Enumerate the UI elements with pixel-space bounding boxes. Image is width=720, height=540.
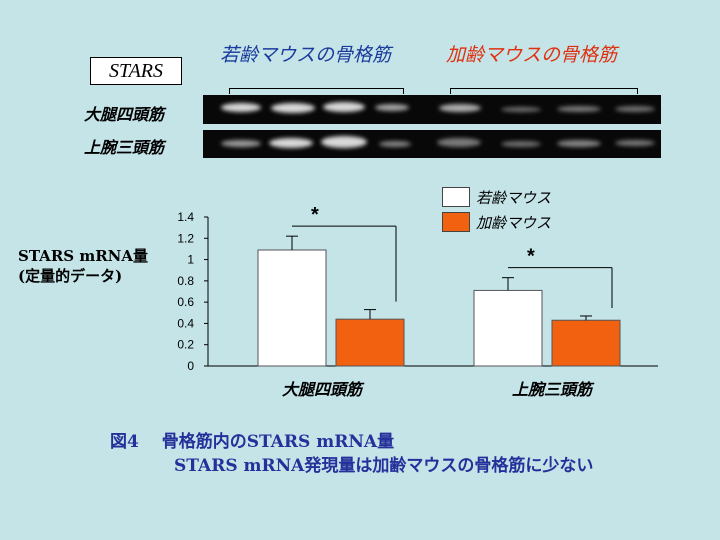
y-tick-label-5: 1 (187, 253, 194, 267)
stars-label-box: STARS (90, 57, 182, 85)
blot-row-label-quadriceps: 大腿四頭筋 (84, 105, 165, 124)
y-axis-label-line2: (定量的データ) (18, 267, 123, 285)
blot-image-triceps (203, 130, 661, 158)
blot-image-quadriceps (203, 95, 661, 124)
legend-swatch-young (442, 187, 470, 207)
significance-marker-0: * (311, 204, 319, 226)
figure-caption-subtitle: STARS mRNA発現量は加齢マウスの骨格筋に少ない (174, 456, 594, 476)
legend-label-aged: 加齢マウス (476, 214, 552, 232)
aged-group-bracket (450, 88, 638, 94)
y-axis-label: STARS mRNA量 (定量的データ) (18, 246, 148, 286)
bar-1-1 (551, 319, 621, 367)
y-tick-label-7: 1.4 (177, 210, 194, 224)
blot-row-label-triceps: 上腕三頭筋 (84, 138, 165, 157)
figure-caption-title: 図4 骨格筋内のSTARS mRNA量 (110, 432, 395, 452)
y-axis-label-line1: STARS mRNA量 (18, 247, 149, 265)
y-tick-label-6: 1.2 (177, 231, 194, 245)
y-tick-label-0: 0 (187, 359, 194, 373)
legend-label-young: 若齢マウス (476, 189, 552, 207)
y-tick-label-2: 0.4 (177, 316, 194, 330)
category-label-triceps: 上腕三頭筋 (512, 380, 593, 399)
category-label-quadriceps: 大腿四頭筋 (282, 380, 363, 399)
young-group-label: 若齢マウスの骨格筋 (220, 44, 392, 66)
y-tick-label-1: 0.2 (177, 338, 194, 352)
bar-chart: 0 0.2 0.4 0.6 0.8 1 1.2 1.4 * * (177, 204, 658, 373)
legend-swatch-aged (442, 212, 470, 232)
aged-group-label: 加齢マウスの骨格筋 (446, 44, 618, 66)
bar-1-0 (473, 289, 543, 367)
y-tick-label-4: 0.8 (177, 274, 194, 288)
bar-0-0 (257, 249, 327, 367)
bar-0-1 (335, 318, 405, 367)
young-group-bracket (229, 88, 404, 94)
y-tick-label-3: 0.6 (177, 295, 194, 309)
significance-marker-1: * (527, 246, 535, 268)
